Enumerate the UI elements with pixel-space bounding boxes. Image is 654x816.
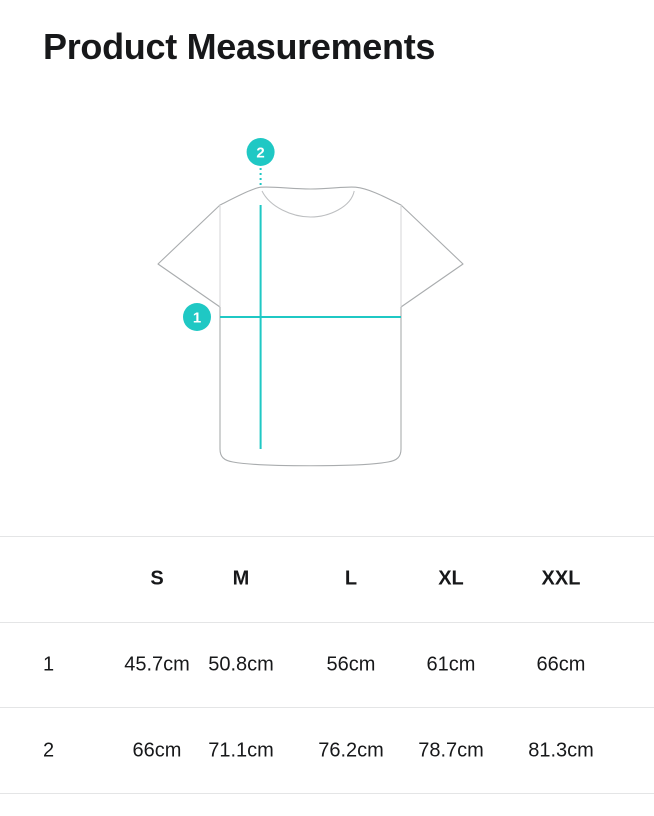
svg-text:2: 2 (256, 145, 264, 162)
svg-text:1: 1 (193, 310, 201, 327)
